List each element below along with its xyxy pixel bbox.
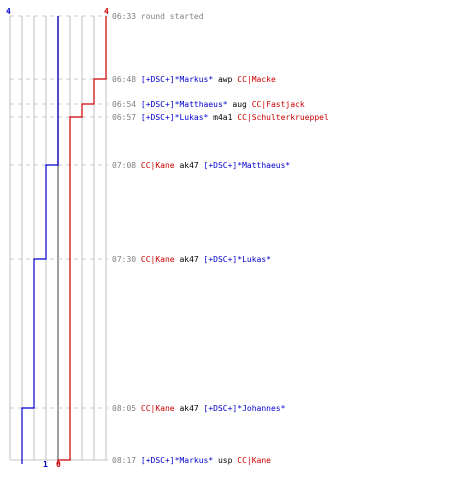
player-name: [+DSC+]*Markus* — [141, 456, 213, 465]
weapon-name: ak47 — [175, 255, 204, 264]
weapon-name: aug — [228, 100, 252, 109]
event-time: 06:57 — [112, 113, 141, 122]
event-label: 08:05 CC|Kane ak47 [+DSC+]*Johannes* — [112, 404, 286, 413]
player-name: [+DSC+]*Lukas* — [204, 255, 272, 264]
event-time: 08:05 — [112, 404, 141, 413]
team-b-line — [57, 16, 107, 464]
weapon-name: ak47 — [175, 161, 204, 170]
player-name: [+DSC+]*Markus* — [141, 75, 213, 84]
weapon-name: ak47 — [175, 404, 204, 413]
player-name: CC|Fastjack — [252, 100, 305, 109]
event-labels: 06:33 round started 06:48 [+DSC+]*Markus*… — [112, 12, 329, 465]
event-label: 06:33 round started — [112, 12, 204, 21]
player-name: [+DSC+]*Lukas* — [141, 113, 209, 122]
player-name: [+DSC+]*Matthaeus* — [141, 100, 228, 109]
team-a-line — [21, 16, 59, 464]
player-name: CC|Kane — [141, 161, 175, 170]
event-label: 08:17 [+DSC+]*Markus* usp CC|Kane — [112, 456, 271, 465]
team-b-start-count: 4 — [104, 7, 109, 16]
event-time: 08:17 — [112, 456, 141, 465]
player-name: [+DSC+]*Johannes* — [204, 404, 286, 413]
team-b-end-count: 0 — [56, 460, 61, 469]
event-text: round started — [141, 12, 204, 21]
weapon-name: awp — [213, 75, 237, 84]
weapon-name: usp — [213, 456, 237, 465]
event-time: 07:08 — [112, 161, 141, 170]
event-time: 06:54 — [112, 100, 141, 109]
event-time: 06:33 — [112, 12, 141, 21]
event-time: 06:48 — [112, 75, 141, 84]
team-a-end-count: 1 — [43, 460, 48, 469]
team-step-lines — [21, 16, 107, 464]
event-guides — [10, 15, 108, 461]
team-a-start-count: 4 — [6, 7, 11, 16]
player-name: CC|Kane — [237, 456, 271, 465]
player-name: CC|Kane — [141, 255, 175, 264]
player-name: CC|Macke — [237, 75, 276, 84]
player-counts: 4 4 1 0 — [6, 7, 109, 469]
event-label: 06:54 [+DSC+]*Matthaeus* aug CC|Fastjack — [112, 100, 305, 109]
player-name: CC|Schulterkrueppel — [237, 113, 329, 122]
player-name: CC|Kane — [141, 404, 175, 413]
event-time: 07:30 — [112, 255, 141, 264]
event-label: 07:08 CC|Kane ak47 [+DSC+]*Matthaeus* — [112, 161, 290, 170]
player-name: [+DSC+]*Matthaeus* — [204, 161, 291, 170]
weapon-name: m4a1 — [208, 113, 237, 122]
event-label: 06:57 [+DSC+]*Lukas* m4a1 CC|Schulterkru… — [112, 113, 329, 122]
event-label: 06:48 [+DSC+]*Markus* awp CC|Macke — [112, 75, 276, 84]
event-label: 07:30 CC|Kane ak47 [+DSC+]*Lukas* — [112, 255, 271, 264]
